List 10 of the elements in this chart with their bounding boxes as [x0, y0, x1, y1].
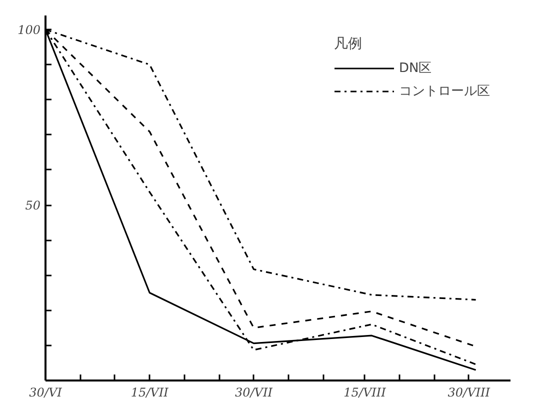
legend-label: DN区: [399, 60, 432, 77]
y-tick-label: 50: [25, 198, 41, 213]
x-tick-label: 15/VII: [130, 386, 169, 400]
x-tick-label: 30/VI: [29, 386, 62, 400]
legend-label: コントロール区: [399, 83, 490, 100]
y-tick-label: 100: [18, 23, 41, 38]
x-tick-label: 30/VII: [234, 386, 273, 400]
legend-title: 凡例: [334, 35, 363, 53]
x-tick-label: 15/VIII: [344, 386, 386, 400]
x-tick-label: 30/VIII: [448, 386, 490, 400]
